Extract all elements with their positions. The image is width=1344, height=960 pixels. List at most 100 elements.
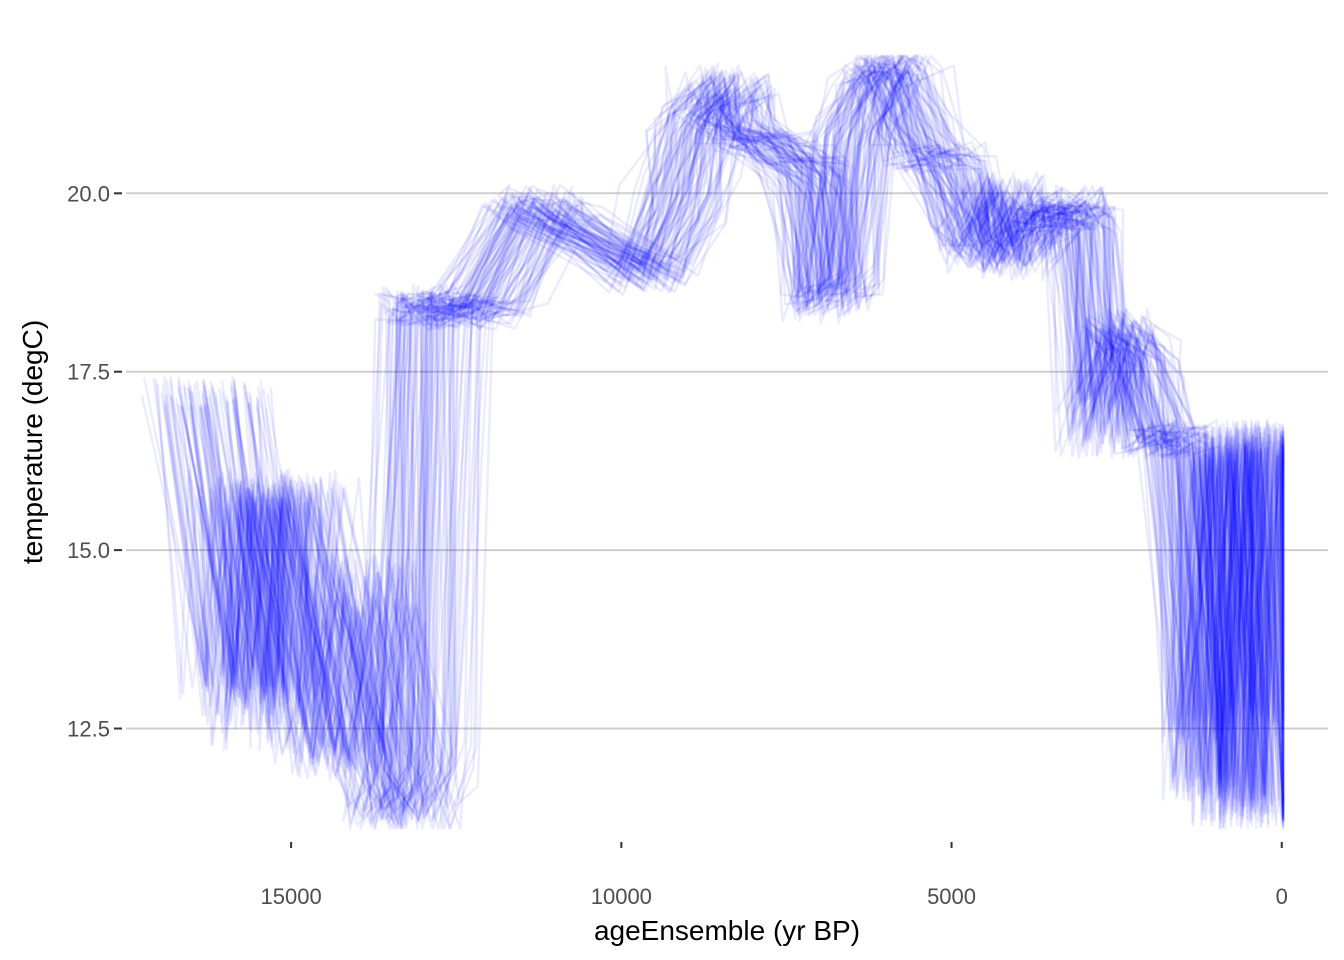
ensemble-series-line xyxy=(161,58,1239,820)
ensemble-series-line xyxy=(229,54,1285,829)
ensemble-series-line xyxy=(169,58,1271,812)
ensemble-series-line xyxy=(259,70,1285,820)
x-tick-label: 5000 xyxy=(927,884,976,909)
ensemble-series-line xyxy=(203,66,1261,813)
ensemble-series-line xyxy=(257,68,1279,815)
ensemble-series-line xyxy=(231,59,1259,822)
ensemble-series-line xyxy=(175,56,1249,823)
ensemble-series-line xyxy=(214,54,1262,823)
ensemble-series-line xyxy=(177,62,1277,829)
x-axis-title: ageEnsemble (yr BP) xyxy=(594,915,860,946)
ensemble-series-line xyxy=(225,55,1280,830)
ensemble-series-line xyxy=(189,64,1263,829)
y-tick-label: 15.0 xyxy=(67,538,110,563)
ensemble-series-line xyxy=(202,61,1285,827)
ensemble-series-line xyxy=(207,54,1285,823)
ensemble-series-line xyxy=(225,61,1285,830)
ensemble-series-line xyxy=(233,54,1285,828)
ensemble-series-line xyxy=(244,73,1285,823)
ensemble-series-line xyxy=(235,62,1281,814)
ensemble-series-line xyxy=(218,54,1258,829)
ensemble-series-line xyxy=(230,54,1264,823)
y-tick-label: 12.5 xyxy=(67,717,110,742)
ensemble-series-line xyxy=(262,56,1285,830)
ensemble-series-line xyxy=(205,63,1282,815)
ensemble-series-line xyxy=(165,67,1285,820)
ensemble-series-line xyxy=(232,64,1285,814)
ensemble-series-line xyxy=(202,71,1272,821)
ensemble-series-line xyxy=(189,62,1285,830)
ensemble-series-line xyxy=(209,70,1285,830)
ensemble-series-line xyxy=(201,54,1270,820)
ensemble-series-line xyxy=(187,56,1265,826)
ensemble-series-line xyxy=(187,54,1278,814)
ensemble-series-line xyxy=(163,62,1285,828)
ensemble-series-line xyxy=(183,69,1270,828)
ensemble-series-line xyxy=(199,70,1285,809)
ensemble-series-line xyxy=(199,57,1262,818)
ensemble-series-line xyxy=(198,64,1285,822)
ensemble-series-line xyxy=(179,57,1284,830)
ensemble-series-line xyxy=(188,65,1285,830)
ensemble-series-line xyxy=(243,58,1274,830)
axes: 12.5 15.0 17.5 20.0 15000 10000 5000 0 xyxy=(67,181,1288,909)
ensemble-series-line xyxy=(177,74,1253,812)
ensemble-series-line xyxy=(211,54,1285,824)
grid-layer xyxy=(126,192,1328,730)
ensemble-series-line xyxy=(169,54,1251,816)
ensemble-series-line xyxy=(232,54,1285,830)
ensemble-series-line xyxy=(242,64,1285,830)
ensemble-series-line xyxy=(200,54,1285,829)
y-tick-label: 17.5 xyxy=(67,360,110,385)
ensemble-series-line xyxy=(234,54,1285,828)
ensemble-series-line xyxy=(232,54,1285,817)
ensemble-series-line xyxy=(201,66,1285,827)
x-tick-label: 0 xyxy=(1276,884,1288,909)
ensemble-series-line xyxy=(255,69,1285,830)
ensemble-series-line xyxy=(163,64,1245,822)
ensemble-series-line xyxy=(233,69,1272,824)
ensemble-series-line xyxy=(180,70,1285,830)
ensemble-series-line xyxy=(211,54,1267,815)
ensemble-series-line xyxy=(189,68,1265,830)
y-tick-label: 20.0 xyxy=(67,181,110,206)
ensemble-series-line xyxy=(191,59,1285,828)
ensemble-series-line xyxy=(264,76,1280,830)
ensemble-series-line xyxy=(221,59,1273,829)
ensemble-series-line xyxy=(182,54,1277,827)
ensemble-series-line xyxy=(249,70,1285,830)
ensemble-series-line xyxy=(256,64,1285,822)
ensemble-series-line xyxy=(186,68,1259,822)
ensemble-series-line xyxy=(214,61,1259,821)
ensemble-series-line xyxy=(203,54,1278,826)
ensemble-series-line xyxy=(248,54,1285,817)
ensemble-series-line xyxy=(177,68,1264,820)
x-tick-label: 15000 xyxy=(261,884,322,909)
ensemble-series-line xyxy=(160,71,1279,830)
ensemble-series-line xyxy=(221,54,1273,830)
ensemble-series-line xyxy=(200,54,1285,822)
ensemble-series-line xyxy=(154,62,1257,822)
ensemble-series-line xyxy=(164,65,1285,820)
ensemble-lines xyxy=(141,54,1285,830)
ensemble-series-line xyxy=(244,56,1285,830)
x-tick-label: 10000 xyxy=(591,884,652,909)
ensemble-series-line xyxy=(202,54,1283,825)
ensemble-series-line xyxy=(256,68,1285,830)
ensemble-series-line xyxy=(208,61,1285,817)
ensemble-series-line xyxy=(247,76,1285,808)
ensemble-series-line xyxy=(246,58,1285,814)
ensemble-series-line xyxy=(231,59,1285,823)
ensemble-series-line xyxy=(266,54,1285,830)
ensemble-series-line xyxy=(195,54,1253,827)
ensemble-series-line xyxy=(203,70,1257,822)
ensemble-series-line xyxy=(231,54,1285,822)
ensemble-series-line xyxy=(141,69,1252,812)
ensemble-series-line xyxy=(152,64,1280,830)
ensemble-series-line xyxy=(177,56,1263,811)
ensemble-series-line xyxy=(180,54,1285,826)
y-axis-title: temperature (degC) xyxy=(17,320,48,564)
ensemble-series-line xyxy=(226,54,1259,830)
